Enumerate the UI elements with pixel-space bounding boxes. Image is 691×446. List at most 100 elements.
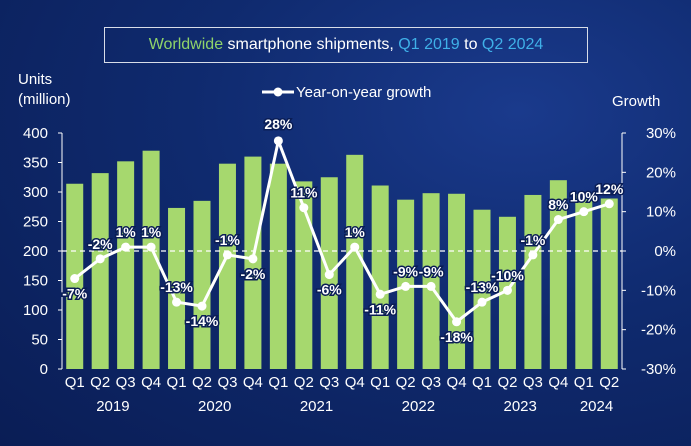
y-right-tick-label: 0% [654,243,676,260]
growth-point [70,274,80,284]
bar [269,163,287,369]
growth-point [553,215,563,225]
x-tick-label: Q1 [574,374,594,391]
x-tick-label: Q2 [90,374,110,391]
bar [346,154,364,369]
growth-data-label: 11% [290,185,318,201]
x-tick-label: Q1 [268,374,288,391]
growth-data-label: 1% [345,224,366,240]
growth-point [350,242,360,252]
x-year-label: 2023 [503,398,536,415]
bar [524,194,542,369]
x-tick-label: Q1 [65,374,85,391]
x-tick-label: Q2 [599,374,619,391]
x-tick-label: Q2 [396,374,416,391]
bar [422,193,440,369]
growth-data-label: -18% [440,329,473,345]
bar [193,200,211,369]
bar [600,198,618,369]
x-tick-label: Q4 [141,374,161,391]
title-text: smartphone shipments, [223,36,399,53]
x-tick-label: Q3 [217,374,237,391]
y-right-tick-label: -10% [641,282,676,299]
growth-data-label: -1% [520,232,545,248]
x-tick-label: Q4 [345,374,365,391]
growth-data-label: -13% [466,279,499,295]
growth-data-label: 8% [548,197,569,213]
y-left-tick-label: 0 [40,361,48,378]
x-tick-label: Q4 [447,374,467,391]
growth-data-label: -9% [393,263,418,279]
growth-point [324,270,334,280]
y-left-tick-label: 200 [23,243,48,260]
growth-point [299,203,309,213]
growth-data-label: -2% [240,266,265,282]
growth-line-path [73,139,610,324]
bar [91,173,109,369]
x-tick-label: Q3 [116,374,136,391]
bar [473,209,491,369]
x-axis: Q1 Q2 Q3 Q4 Q1 Q2 Q3 Q4 Q1 Q2 Q3 Q4 Q1 Q2 Q3 Q4 Q1 Q2 Q3 Q4… [65,374,620,415]
growth-data-label: 10% [570,189,599,205]
growth-point [426,281,436,291]
y-left-tick-label: 50 [31,332,48,349]
y-left-tick-label: 350 [23,155,48,172]
y-left-tick-label: 150 [23,273,48,290]
title-end-period: Q2 2024 [481,36,544,53]
y-left-axis: 0 50 100 150 200 250 300 350 400 [23,125,63,378]
bar [168,207,186,369]
x-tick-label: Q3 [421,374,441,391]
x-year-label: 2020 [198,398,231,415]
y-left-tick-label: 100 [23,302,48,319]
growth-point [273,136,283,146]
x-tick-label: Q3 [319,374,339,391]
x-tick-label: Q2 [192,374,212,391]
title-start-period: Q1 2019 [398,36,460,53]
growth-data-label: -1% [215,232,240,248]
growth-point [579,207,589,217]
growth-point [95,254,105,264]
x-tick-label: Q1 [472,374,492,391]
growth-data-label: -11% [364,301,396,317]
growth-data-label: -14% [186,313,219,329]
growth-point [248,254,258,264]
growth-data-label: -13% [160,279,193,295]
growth-data-label: -7% [62,286,87,302]
y-left-label-units: Units [18,71,53,88]
bar [448,193,466,369]
x-tick-label: Q3 [523,374,543,391]
growth-data-label: 28% [264,116,293,132]
y-left-label-million: (million) [18,91,71,108]
y-right-label-growth: Growth [612,93,661,110]
chart-title: Worldwide smartphone shipments, Q1 2019 … [104,27,588,63]
growth-point [401,281,411,291]
bar [142,150,160,369]
growth-data-label: -2% [88,236,113,252]
growth-point [477,297,487,307]
y-right-tick-label: -30% [641,361,676,378]
legend-label: Year-on-year growth [296,84,431,101]
bar-series [66,150,618,369]
growth-point [604,199,614,209]
growth-point [222,250,232,260]
y-right-tick-label: 30% [646,125,676,142]
y-right-tick-label: 20% [646,164,676,181]
x-tick-label: Q2 [497,374,517,391]
y-right-axis: -30% -20% -10% 0% 10% 20% 30% [621,125,676,378]
title-to: to [459,36,482,53]
x-tick-label: Q1 [167,374,187,391]
legend-marker [273,87,283,97]
growth-data-label: 1% [116,224,137,240]
bar [117,161,135,369]
x-year-label: 2019 [96,398,129,415]
growth-data-label: -6% [317,282,342,298]
legend: Year-on-year growth [262,84,431,101]
x-year-label: 2024 [580,398,613,415]
growth-point [502,285,512,295]
x-tick-label: Q4 [548,374,568,391]
growth-data-label: -10% [491,267,524,283]
y-left-tick-label: 300 [23,184,48,201]
bar [295,181,313,369]
